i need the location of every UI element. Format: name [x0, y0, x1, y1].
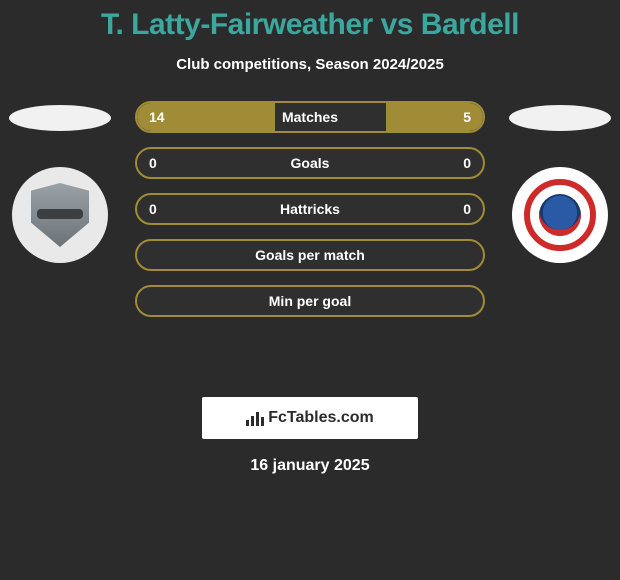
- left-player-panel: [0, 101, 120, 263]
- stat-label: Matches: [282, 109, 338, 125]
- crest-inner-icon: [539, 194, 581, 236]
- shield-icon: [31, 183, 89, 247]
- crest-icon: [524, 179, 596, 251]
- stat-row-goals: 0 Goals 0: [135, 147, 485, 179]
- stat-left-value: 14: [149, 109, 165, 125]
- club-badge-right: [512, 167, 608, 263]
- player-photo-right: [509, 105, 611, 131]
- stat-left-value: 0: [149, 201, 157, 217]
- stat-right-value: 5: [463, 109, 471, 125]
- stat-left-value: 0: [149, 155, 157, 171]
- page-title: T. Latty-Fairweather vs Bardell: [0, 8, 620, 42]
- comparison-area: 14 Matches 5 0 Goals 0 0 Hattricks 0 Goa…: [0, 101, 620, 381]
- header: T. Latty-Fairweather vs Bardell Club com…: [0, 0, 620, 73]
- stat-label: Goals per match: [255, 247, 365, 263]
- stat-label: Min per goal: [269, 293, 351, 309]
- page-subtitle: Club competitions, Season 2024/2025: [0, 56, 620, 73]
- player-photo-left: [9, 105, 111, 131]
- stat-row-hattricks: 0 Hattricks 0: [135, 193, 485, 225]
- stat-label: Goals: [291, 155, 330, 171]
- stat-rows: 14 Matches 5 0 Goals 0 0 Hattricks 0 Goa…: [135, 101, 485, 317]
- bar-chart-icon: [246, 410, 264, 426]
- stat-row-mpg: Min per goal: [135, 285, 485, 317]
- right-player-panel: [500, 101, 620, 263]
- stat-right-value: 0: [463, 155, 471, 171]
- stat-row-matches: 14 Matches 5: [135, 101, 485, 133]
- brand-text: FcTables.com: [268, 409, 374, 427]
- stat-label: Hattricks: [280, 201, 340, 217]
- brand-box: FcTables.com: [202, 397, 418, 439]
- stat-row-gpm: Goals per match: [135, 239, 485, 271]
- stat-right-value: 0: [463, 201, 471, 217]
- club-badge-left: [12, 167, 108, 263]
- date-label: 16 january 2025: [0, 457, 620, 475]
